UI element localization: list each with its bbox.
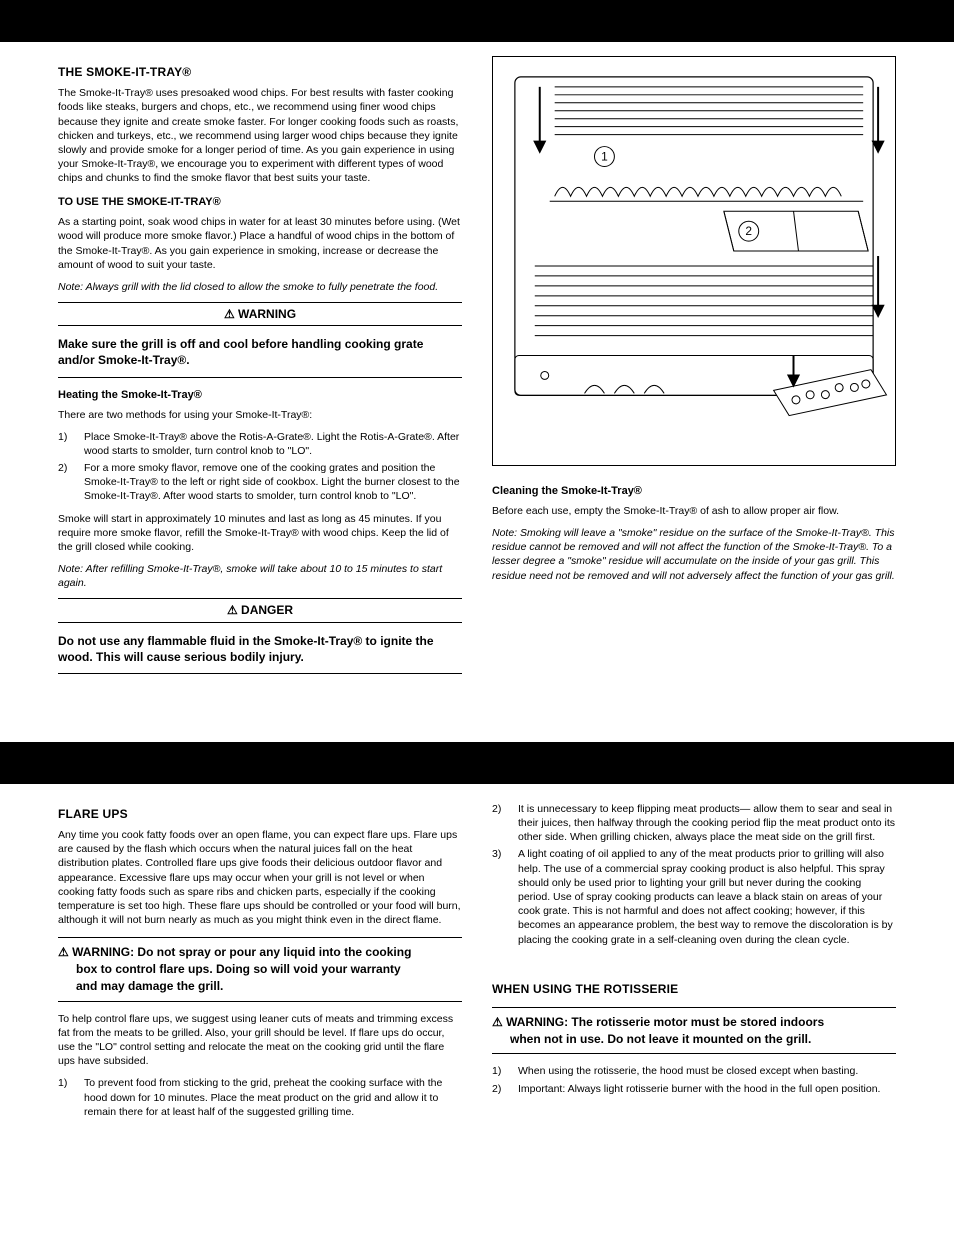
warning-label: ⚠ WARNING: [58, 302, 462, 326]
heading-heating: Heating the Smoke-It-Tray®: [58, 388, 462, 403]
paragraph-cleaning-1: Before each use, empty the Smoke-It-Tray…: [492, 504, 896, 518]
diagram-label-1: 1: [601, 149, 608, 163]
heading-rotisserie: WHEN USING THE ROTISSERIE: [492, 981, 896, 997]
warning-spray: ⚠ WARNING: Do not spray or pour any liqu…: [58, 937, 462, 1001]
note-lid-closed: Note: Always grill with the lid closed t…: [58, 280, 462, 294]
diagram-label-2: 2: [745, 224, 752, 238]
warning-rotisserie: ⚠ WARNING: The rotisserie motor must be …: [492, 1007, 896, 1055]
list-item: 2)It is unnecessary to keep flipping mea…: [492, 802, 896, 845]
paragraph-intro: The Smoke-It-Tray® uses presoaked wood c…: [58, 86, 462, 185]
note-refill: Note: After refilling Smoke-It-Tray®, sm…: [58, 562, 462, 590]
danger-body-flammable: Do not use any flammable fluid in the Sm…: [58, 629, 462, 674]
top-black-band: [0, 0, 954, 42]
heading-flare-ups: FLARE UPS: [58, 806, 462, 822]
warning-body-grill-off: Make sure the grill is off and cool befo…: [58, 332, 462, 377]
heading-to-use: TO USE THE SMOKE-IT-TRAY®: [58, 195, 462, 210]
list-item: 1)To prevent food from sticking to the g…: [58, 1076, 462, 1119]
paragraph-to-use: As a starting point, soak wood chips in …: [58, 215, 462, 272]
heating-methods-list: 1)Place Smoke-It-Tray® above the Rotis-A…: [58, 430, 462, 504]
rotisserie-list: 1)When using the rotisserie, the hood mu…: [492, 1064, 896, 1095]
list-item: 2)Important: Always light rotisserie bur…: [492, 1082, 896, 1096]
list-item: 2)For a more smoky flavor, remove one of…: [58, 461, 462, 504]
grill-diagram: 1: [492, 56, 896, 466]
flare-tips-list-right: 2)It is unnecessary to keep flipping mea…: [492, 802, 896, 947]
paragraph-control-flareups: To help control flare ups, we suggest us…: [58, 1012, 462, 1069]
heading-smoke-it-tray: THE SMOKE-IT-TRAY®: [58, 64, 462, 80]
paragraph-smoke-start: Smoke will start in approximately 10 min…: [58, 512, 462, 555]
list-item: 1)When using the rotisserie, the hood mu…: [492, 1064, 896, 1078]
heading-cleaning: Cleaning the Smoke-It-Tray®: [492, 484, 896, 499]
paragraph-cleaning-2: Note: Smoking will leave a "smoke" resid…: [492, 526, 896, 583]
list-item: 3)A light coating of oil applied to any …: [492, 847, 896, 946]
danger-label: ⚠ DANGER: [58, 598, 462, 622]
flare-tips-list-left: 1)To prevent food from sticking to the g…: [58, 1076, 462, 1119]
list-item: 1)Place Smoke-It-Tray® above the Rotis-A…: [58, 430, 462, 458]
grill-diagram-svg: 1: [493, 57, 895, 465]
middle-black-band: [0, 742, 954, 784]
paragraph-flare-ups: Any time you cook fatty foods over an op…: [58, 828, 462, 927]
paragraph-heating-intro: There are two methods for using your Smo…: [58, 408, 462, 422]
